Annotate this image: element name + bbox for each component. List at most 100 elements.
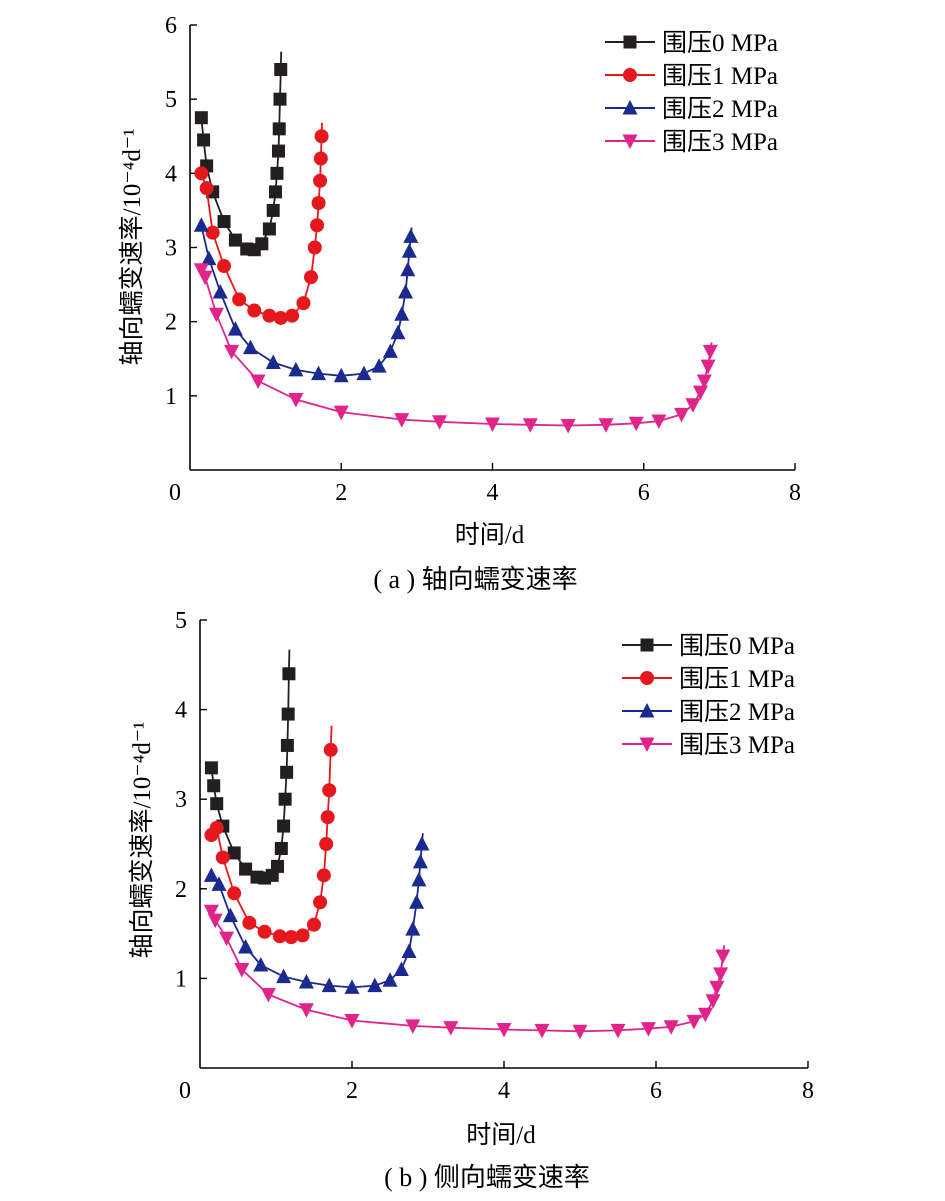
data-point (314, 129, 329, 144)
x-tick-label: 0 (169, 480, 181, 506)
data-point (197, 133, 211, 147)
legend-label: 围压2 MPa (679, 699, 795, 726)
series-line (210, 910, 726, 1033)
data-point (210, 797, 224, 811)
data-point (274, 841, 288, 855)
data-point (333, 405, 349, 421)
legend-label: 围压0 MPa (679, 633, 795, 660)
chart-a: 0 2 4 6 8 1 2 3 4 5 6 轴向蠕变速率/10⁻⁴d⁻¹ 时间/d ( a ) 轴向蠕变速… (118, 13, 801, 594)
data-point (610, 1023, 626, 1039)
legend-marker (639, 737, 655, 752)
data-point (222, 907, 238, 923)
y-tick-label: 4 (165, 161, 177, 187)
data-point (194, 166, 209, 181)
data-point (313, 151, 328, 166)
data-point (696, 374, 712, 389)
y-axis-label: 轴向蠕变速率/10⁻⁴d⁻¹ (118, 128, 146, 365)
data-point (319, 837, 334, 851)
y-tick-label: 4 (175, 698, 187, 724)
data-point (288, 361, 304, 377)
data-point (432, 415, 448, 430)
data-point (274, 63, 288, 76)
data-point (205, 225, 220, 240)
data-point (238, 939, 254, 954)
data-point (242, 915, 257, 930)
data-point (715, 949, 731, 964)
series-line (210, 725, 333, 939)
data-point (403, 228, 419, 243)
data-point (215, 850, 230, 865)
data-point (224, 344, 240, 360)
data-point (298, 973, 314, 989)
data-point (686, 1014, 702, 1030)
y-tick-label: 6 (165, 13, 177, 39)
data-point (281, 707, 295, 721)
legend-marker (640, 638, 654, 652)
data-point (313, 173, 328, 188)
data-point (560, 419, 576, 434)
data-point (382, 343, 398, 358)
data-point (266, 203, 280, 217)
legend-label: 围压1 MPa (662, 63, 778, 90)
data-point (321, 977, 337, 993)
data-point (280, 765, 294, 779)
data-point (257, 924, 272, 939)
data-point (272, 122, 286, 136)
legend-label: 围压0 MPa (662, 30, 778, 57)
data-point (262, 308, 277, 323)
data-point (344, 979, 360, 994)
data-point (209, 820, 224, 835)
x-tick-label: 6 (650, 1078, 662, 1104)
data-point (522, 418, 538, 433)
x-tick-label: 6 (638, 480, 650, 506)
data-point (247, 303, 262, 318)
data-point (217, 259, 232, 274)
data-point (193, 217, 209, 232)
data-point (311, 196, 326, 210)
data-point (697, 1007, 713, 1023)
data-point (239, 862, 253, 876)
data-point (307, 240, 322, 255)
data-point (640, 1022, 656, 1037)
data-point (311, 365, 327, 381)
x-tick-label: 8 (802, 1078, 814, 1104)
data-point (307, 917, 321, 932)
y-axis-label: 轴向蠕变速率/10⁻⁴d⁻¹ (128, 721, 156, 958)
data-point (304, 270, 318, 285)
data-point (393, 961, 409, 976)
series-line (200, 269, 713, 427)
y-tick-label: 3 (165, 236, 177, 262)
data-point (443, 1021, 459, 1036)
data-point (534, 1023, 550, 1039)
series-0 (194, 51, 288, 257)
data-point (401, 243, 417, 258)
data-point (572, 1024, 588, 1040)
data-point (227, 886, 242, 901)
data-point (496, 1022, 512, 1038)
legend-label: 围压2 MPa (662, 96, 778, 123)
data-point (207, 913, 223, 929)
data-point (344, 1014, 360, 1029)
data-point (268, 185, 282, 199)
data-point (371, 358, 387, 373)
data-point (276, 968, 292, 984)
data-point (271, 859, 285, 873)
data-point (394, 413, 410, 428)
data-point (702, 344, 718, 360)
data-point (227, 321, 243, 336)
y-tick-label: 1 (175, 966, 187, 992)
data-point (685, 398, 701, 413)
data-point (322, 783, 337, 798)
data-point (296, 296, 311, 311)
data-point (333, 367, 349, 383)
data-point (412, 853, 428, 869)
data-point (405, 1019, 421, 1034)
x-axis-label: 时间/d (455, 521, 525, 549)
data-point (411, 871, 427, 887)
data-point (400, 261, 416, 277)
data-point (273, 310, 288, 325)
data-point (628, 416, 644, 432)
legend-label: 围压3 MPa (662, 129, 778, 156)
data-point (485, 417, 500, 433)
